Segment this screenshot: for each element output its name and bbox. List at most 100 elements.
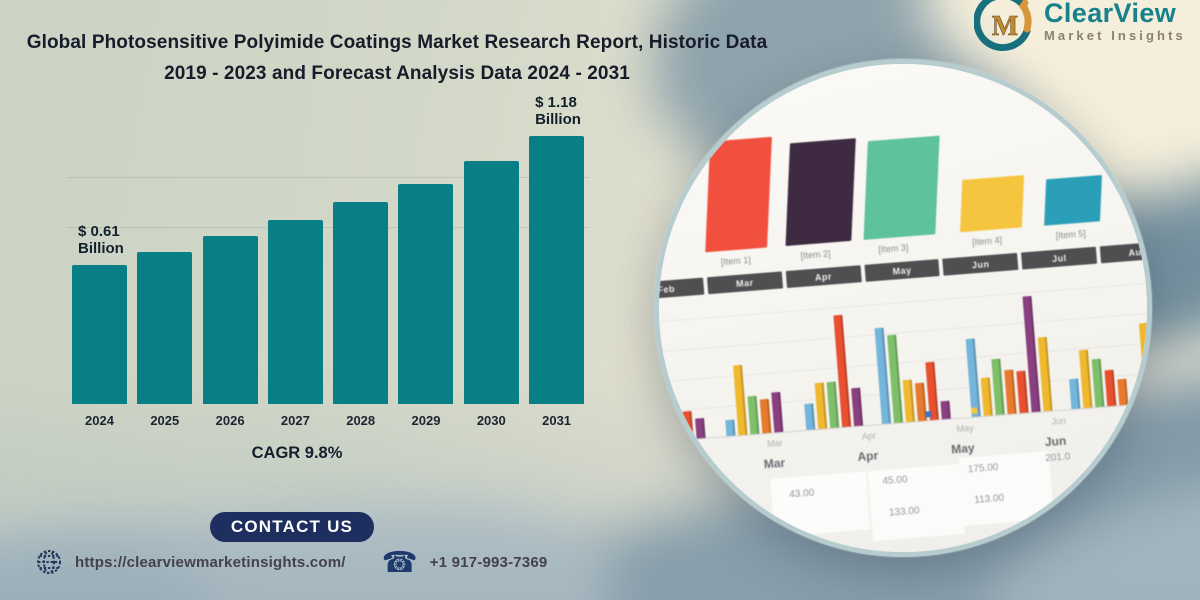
bar-2024 [72,265,127,404]
gridline [66,177,590,178]
photo-mini-bar [747,395,760,435]
value-label-last-bar: $ 1.18 Billion [535,94,581,128]
bar-2031 [529,136,585,404]
photo-legend-marker [971,407,978,414]
photo-mini-bar [1104,369,1117,407]
page-title: Global Photosensitive Polyimide Coatings… [8,27,786,89]
photo-bar-label: [Item 5] [1055,228,1087,241]
logo-ring-icon: M [973,0,1032,51]
value-label-first-bar: $ 0.61 Billion [78,223,124,258]
photo-legend-marker [925,411,932,418]
market-size-bar-chart: 2024 2025 2026 2027 2028 2029 2030 2031 $ 0.61 … [66,94,590,464]
clearview-logo: M ClearView Market Insights [973,0,1186,56]
title-line-2: 2019 - 2023 and Forecast Analysis Data 2… [164,63,630,84]
bar-column-2028: 2028 [333,136,389,428]
photo-big-bar [1044,174,1103,226]
logo-brand: ClearView [1044,0,1177,28]
photo-table-cell-bg [770,471,871,537]
photo-mini-bar [682,410,694,440]
photo-faint-month: Jun [1050,415,1067,427]
photo-mini-bar [771,391,784,433]
photo-bar-label: [Item 3] [877,242,909,255]
photo-mini-bar [669,403,682,441]
photo-bar-label: [Item 4] [971,235,1003,248]
photo-mini-bar [991,358,1005,416]
bar-series: 2024 2025 2026 2027 2028 2029 2030 2031 [72,136,585,428]
x-axis-label-2026: 2026 [215,413,245,428]
svg-text:M: M [992,11,1018,42]
photo-faint-month: Mar [766,437,784,450]
bar-column-2027: 2027 [267,136,323,428]
photo-mini-bar [732,364,748,436]
photo-mini-bar [1078,349,1093,409]
bar-2027 [267,220,323,404]
photo-table-month: Jun [1044,433,1067,450]
cagr-label: CAGR 9.8% [251,444,343,462]
bar-column-2024: 2024 [72,136,127,428]
photo-table-month: Mar [763,455,786,472]
photo-mini-bar [814,382,828,430]
photo-mini-bar [902,379,915,423]
photo-bar-label: [Item 1] [720,254,752,268]
logo-text: ClearView Market Insights [1044,0,1186,43]
photo-mini-bar [980,377,993,416]
photo-mini-bar [1069,378,1081,410]
photo-big-bar [785,138,856,247]
phone-number[interactable]: +1 917-993-7369 [429,553,548,571]
photo-table-value: 201.0 [1044,451,1071,465]
logo-tagline: Market Insights [1044,28,1186,43]
photo-mini-bar [725,419,736,437]
website-link[interactable]: https://clearviewmarketinsights.com/ [75,553,346,571]
photo-strip-month: Mar [706,271,783,295]
gridline [66,227,590,228]
contact-us-button[interactable]: CONTACT US [210,512,374,542]
photo-table-month: May [950,440,976,457]
bar-2026 [202,236,258,404]
bar-2029 [398,184,454,404]
title-line-1: Global Photosensitive Polyimide Coatings… [26,32,768,53]
photo-strip-month: Jun [942,252,1019,276]
x-axis-label-2028: 2028 [346,413,376,428]
photo-mini-bar [759,398,772,434]
bar-column-2030: 2030 [463,136,519,428]
photo-mini-bar [1004,369,1017,415]
photo-mini-bar [826,381,840,429]
globe-icon [37,550,61,574]
photo-mini-bar [1016,370,1029,414]
photo-mini-bar [1037,336,1053,412]
photo-table-month: Apr [857,448,879,465]
photo-strip-month: Jul [1021,246,1098,270]
photo-faint-month: Apr [861,430,877,442]
photo-strip-month: Apr [785,265,862,289]
photo-mini-bar [804,403,816,430]
clearview-logo-icon: M [973,0,1036,56]
photo-table-value: 45.00 [882,474,908,488]
photo-table-cell-bg [958,451,1055,526]
phone-icon: ☎ [381,545,418,579]
bar-column-2026: 2026 [202,136,258,428]
x-axis-label-2027: 2027 [280,413,310,428]
photo-mini-bar [965,338,981,417]
photo-bar-label: [Item 2] [800,248,831,261]
photo-big-bar [863,135,940,240]
photo-big-bar [960,175,1025,233]
photo-strip-month: Aug [1099,240,1147,264]
photo-strip-month: Feb [659,277,705,301]
photo-mini-bar [940,400,951,420]
bar-2030 [463,161,519,404]
photo-smudge [747,67,771,76]
x-axis-label-2024: 2024 [85,413,114,428]
spreadsheet-photo: 0000[Item 1][Item 2][Item 3][Item 4][Ite… [659,64,1147,552]
photo-mini-bar [851,387,864,427]
photo-mini-bar [1117,378,1129,406]
contact-row: https://clearviewmarketinsights.com/ ☎ +… [36,547,547,577]
bar-column-2031: 2031 [529,136,585,428]
bar-column-2025: 2025 [137,136,193,428]
photo-mini-bar [1091,358,1105,408]
x-axis-label-2030: 2030 [476,413,506,428]
photo-mini-bar [695,417,706,439]
photo-table-value: 113.00 [973,492,1005,506]
photo-strip-month: May [864,259,941,282]
bar-2025 [137,252,193,404]
